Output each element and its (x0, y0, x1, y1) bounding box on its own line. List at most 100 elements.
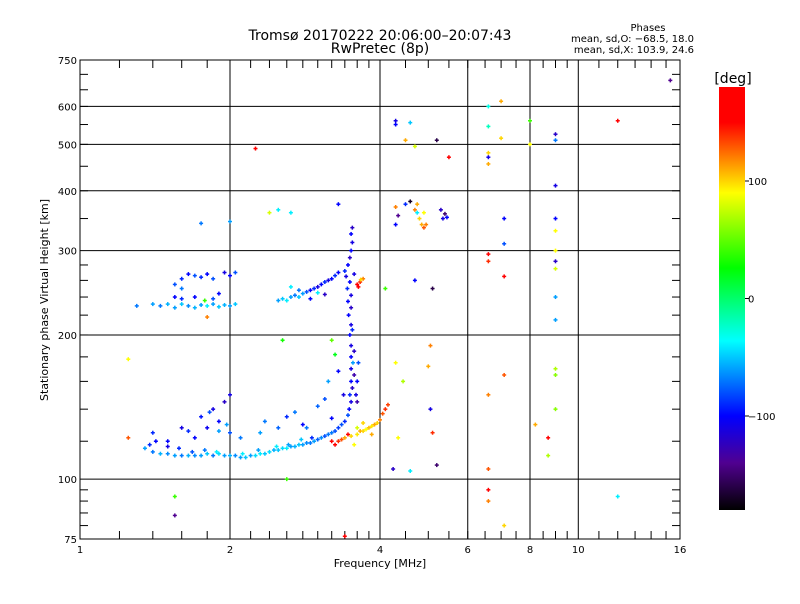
data-point (415, 210, 420, 215)
data-point (355, 432, 360, 437)
data-point (205, 315, 210, 320)
data-point (339, 422, 344, 427)
data-point (300, 442, 305, 447)
data-point (355, 425, 360, 430)
y-tick-label: 200 (58, 331, 77, 342)
data-point (308, 288, 313, 293)
data-point (222, 302, 227, 307)
data-point (533, 422, 538, 427)
data-point (396, 213, 401, 218)
data-point (350, 385, 355, 390)
data-point (238, 455, 243, 460)
data-point (329, 276, 334, 281)
data-point (192, 295, 197, 300)
data-point (408, 120, 413, 125)
data-point (430, 430, 435, 435)
y-tick-label: 600 (58, 102, 77, 113)
data-point (165, 302, 170, 307)
data-point (284, 446, 289, 451)
data-point (553, 259, 558, 264)
data-point (424, 222, 429, 227)
data-point (202, 298, 207, 303)
data-point (426, 364, 431, 369)
data-point (253, 146, 258, 151)
data-point (347, 332, 352, 337)
data-point (499, 99, 504, 104)
data-point (345, 286, 350, 291)
data-point (349, 293, 354, 298)
data-point (375, 420, 380, 425)
data-point (358, 277, 363, 282)
data-point (292, 410, 297, 415)
data-point (205, 451, 210, 456)
data-point (286, 442, 291, 447)
data-point (211, 407, 216, 412)
y-tick-label: 75 (64, 535, 77, 546)
stats-title: Phases (630, 23, 665, 34)
colorbar-label: [deg] (714, 71, 751, 87)
data-point (333, 352, 338, 357)
data-point (329, 439, 334, 444)
data-point (369, 432, 374, 437)
data-point (391, 467, 396, 472)
data-point (222, 453, 227, 458)
data-point (296, 295, 301, 300)
data-point (499, 136, 504, 141)
data-point (336, 425, 341, 430)
data-point (172, 282, 177, 287)
data-point (238, 435, 243, 440)
data-point (444, 215, 449, 220)
data-point (216, 429, 221, 434)
data-point (615, 494, 620, 499)
data-point (296, 442, 301, 447)
data-point (211, 276, 216, 281)
data-point (300, 422, 305, 427)
data-point (304, 440, 309, 445)
data-point (216, 304, 221, 309)
data-point (288, 210, 293, 215)
data-point (288, 444, 293, 449)
data-point (292, 293, 297, 298)
data-point (393, 118, 398, 123)
data-point (280, 446, 285, 451)
data-point (352, 372, 357, 377)
x-tick-label: 4 (377, 545, 383, 556)
data-point (179, 296, 184, 301)
data-point (192, 453, 197, 458)
data-point (361, 276, 366, 281)
data-point (211, 453, 216, 458)
data-point (349, 434, 354, 439)
data-point (486, 499, 491, 504)
data-point (553, 366, 558, 371)
data-point (349, 248, 354, 253)
data-point (350, 360, 355, 365)
data-point (349, 399, 354, 404)
data-point (315, 290, 320, 295)
data-point (347, 407, 352, 412)
data-point (202, 448, 207, 453)
x-tick-label: 6 (465, 545, 471, 556)
data-point (256, 448, 261, 453)
stats-o-mode: mean, sd,O: −68.5, 18.0 (571, 34, 694, 45)
data-point (553, 183, 558, 188)
data-point (179, 453, 184, 458)
data-point (228, 453, 232, 458)
data-point (284, 298, 289, 303)
data-point (216, 291, 221, 296)
data-point (158, 451, 163, 456)
data-point (553, 216, 558, 221)
data-point (304, 289, 309, 294)
colorbar-tick-label: 0 (748, 295, 754, 306)
data-point (502, 241, 507, 246)
data-point (300, 291, 305, 296)
data-point (417, 216, 422, 221)
data-point (165, 439, 170, 444)
data-point (486, 104, 491, 109)
data-point (192, 305, 197, 310)
data-point (333, 429, 338, 434)
data-point (349, 354, 354, 359)
data-point (176, 446, 181, 451)
data-point (378, 417, 382, 422)
data-point (315, 404, 320, 409)
data-point (403, 138, 408, 143)
